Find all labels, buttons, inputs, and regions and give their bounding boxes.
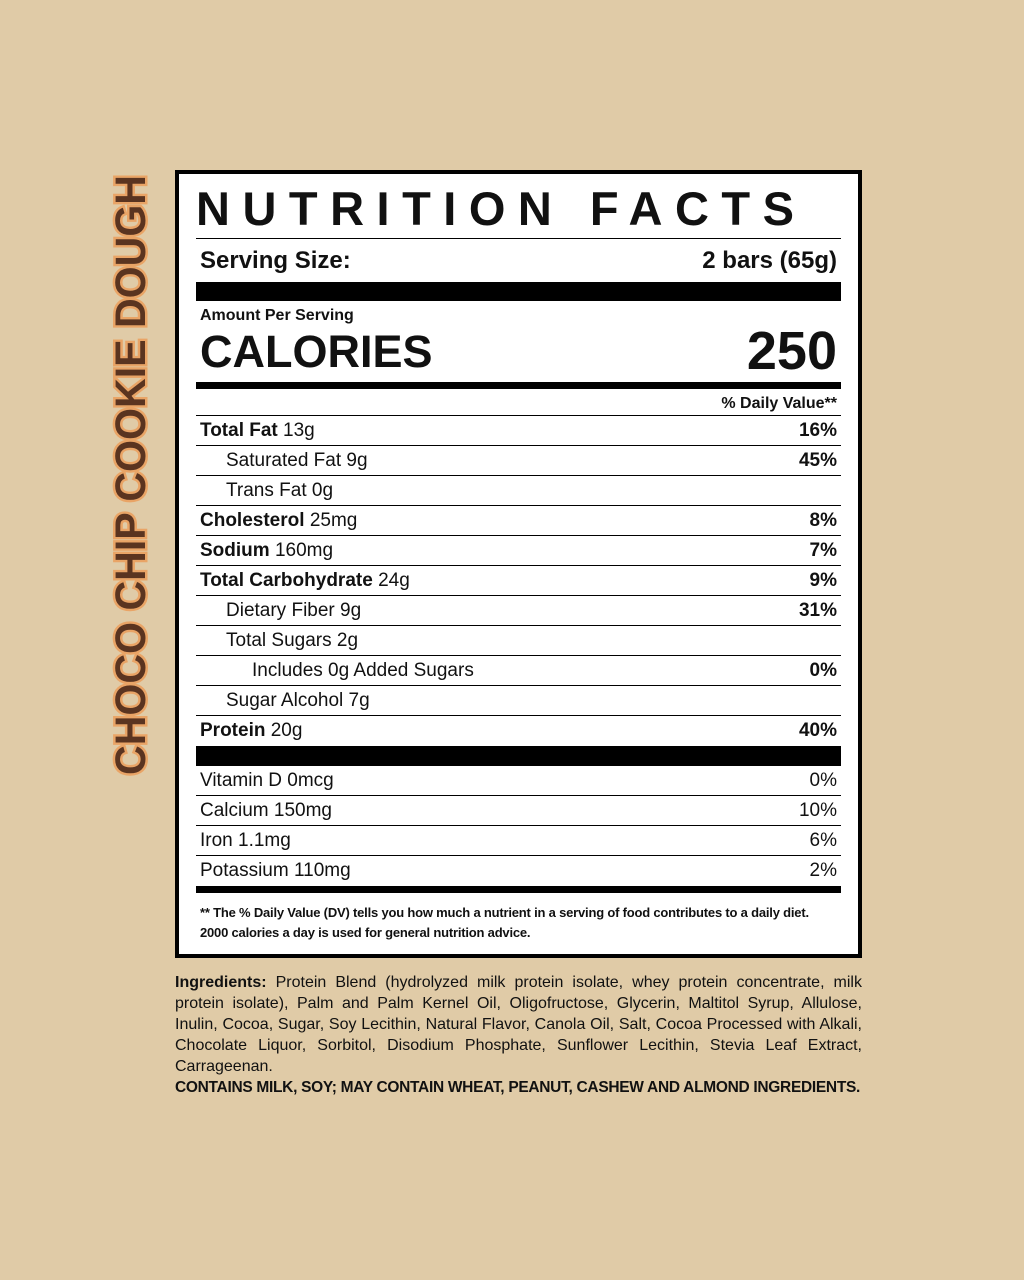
daily-value: 2% <box>809 860 837 881</box>
ingredients-text-block: Ingredients: Protein Blend (hydrolyzed m… <box>175 972 862 1077</box>
nutrient-name: Saturated Fat 9g <box>226 449 368 471</box>
nutrient-name: Cholesterol <box>200 509 305 531</box>
nutrient-amount: 160mg <box>274 539 334 561</box>
nutrient-text: Trans Fat 0g <box>200 480 333 502</box>
daily-value: 7% <box>809 539 837 561</box>
daily-value: 10% <box>798 799 837 821</box>
daily-value: 31% <box>798 599 837 621</box>
vitamin-name: Vitamin D 0mcg <box>200 769 334 791</box>
footnote: ** The % Daily Value (DV) tells you how … <box>196 893 841 943</box>
divider <box>196 746 841 766</box>
ingredients-label: Ingredients: <box>175 974 267 991</box>
daily-value: 45% <box>798 449 837 471</box>
side-label: CHOCO CHIP COOKIE DOUGH <box>105 173 158 778</box>
daily-value: 0% <box>809 769 837 791</box>
calories-value: 250 <box>746 321 837 381</box>
nutrient-name: Dietary Fiber 9g <box>226 599 362 621</box>
nutrient-name: Total Carbohydrate <box>200 569 373 591</box>
serving-value: 2 bars (65g) <box>702 246 837 274</box>
nutrient-text: Sodium 160mg <box>200 540 333 562</box>
nutrient-name: Trans Fat 0g <box>226 479 334 501</box>
label-title: NUTRITION FACTS <box>196 174 841 239</box>
daily-value: 6% <box>809 829 837 851</box>
serving-row: Serving Size: 2 bars (65g) <box>196 239 841 282</box>
nutrient-text: Total Sugars 2g <box>200 630 358 652</box>
nutrient-row: Total Sugars 2g <box>196 626 841 656</box>
vitamin-row: Vitamin D 0mcg 0% <box>196 766 841 796</box>
vitamin-row: Iron 1.1mg 6% <box>196 826 841 856</box>
ingredients: Ingredients: Protein Blend (hydrolyzed m… <box>175 972 862 1098</box>
nutrient-text: Protein 20g <box>200 720 302 742</box>
daily-value: 16% <box>798 419 837 441</box>
vitamin-row: Potassium 110mg 2% <box>196 856 841 886</box>
nutrient-amount: 24g <box>378 569 410 591</box>
serving-label: Serving Size: <box>200 246 351 274</box>
daily-value: 8% <box>809 509 837 531</box>
nutrient-amount: 20g <box>270 720 303 741</box>
nutrient-text: Includes 0g Added Sugars <box>200 660 474 682</box>
nutrient-row: Includes 0g Added Sugars 0% <box>196 656 841 686</box>
nutrient-name: Total Fat <box>200 419 278 441</box>
nutrient-name: Sugar Alcohol 7g <box>226 689 370 711</box>
nutrient-row: Protein 20g 40% <box>196 716 841 746</box>
nutrient-row: Dietary Fiber 9g 31% <box>196 596 841 626</box>
nutrient-list: Total Fat 13g 16% Saturated Fat 9g 45% Trans… <box>196 416 841 746</box>
nutrient-row: Sodium 160mg 7% <box>196 536 841 566</box>
nutrient-row: Trans Fat 0g <box>196 476 841 506</box>
flavor-name: CHOCO CHIP COOKIE DOUGH <box>107 175 155 775</box>
vitamin-name: Calcium 150mg <box>200 799 332 821</box>
vitamin-name: Potassium 110mg <box>200 860 351 881</box>
ingredients-text: Protein Blend (hydrolyzed milk protein i… <box>175 974 862 1075</box>
nutrient-text: Sugar Alcohol 7g <box>200 690 370 712</box>
nutrient-name: Includes 0g Added Sugars <box>252 659 474 681</box>
vitamin-name: Iron 1.1mg <box>200 829 291 851</box>
calories-label: CALORIES <box>200 326 433 377</box>
nutrient-row: Total Carbohydrate 24g 9% <box>196 566 841 596</box>
daily-value: 9% <box>809 569 837 591</box>
dv-header: % Daily Value** <box>196 389 841 416</box>
nutrient-text: Total Carbohydrate 24g <box>200 570 410 592</box>
calories-block: Amount Per Serving CALORIES 250 <box>196 301 841 382</box>
nutrient-row: Sugar Alcohol 7g <box>196 686 841 716</box>
nutrient-amount: 25mg <box>309 509 358 531</box>
nutrient-text: Dietary Fiber 9g <box>200 600 361 622</box>
nutrient-row: Cholesterol 25mg 8% <box>196 506 841 536</box>
nutrient-text: Total Fat 13g <box>200 420 315 442</box>
divider <box>196 282 841 301</box>
nutrient-name: Protein <box>200 720 266 741</box>
daily-value: 40% <box>798 720 837 741</box>
nutrient-row: Saturated Fat 9g 45% <box>196 446 841 476</box>
daily-value: 0% <box>809 659 837 681</box>
nutrient-text: Cholesterol 25mg <box>200 510 357 532</box>
nutrient-row: Total Fat 13g 16% <box>196 416 841 446</box>
allergens: CONTAINS MILK, SOY; MAY CONTAIN WHEAT, P… <box>175 1079 861 1096</box>
vitamin-list: Vitamin D 0mcg 0% Calcium 150mg 10% Iron 1.1… <box>196 766 841 886</box>
nutrient-name: Sodium <box>200 539 270 561</box>
footnote-line: ** The % Daily Value (DV) tells you how … <box>200 905 809 920</box>
nutrient-text: Saturated Fat 9g <box>200 450 368 472</box>
divider <box>196 886 841 893</box>
vitamin-row: Calcium 150mg 10% <box>196 796 841 826</box>
nutrition-label: NUTRITION FACTS Serving Size: 2 bars (65… <box>175 170 862 958</box>
nutrient-name: Total Sugars 2g <box>226 629 359 651</box>
divider <box>196 382 841 389</box>
footnote-line: 2000 calories a day is used for general … <box>200 925 531 940</box>
amount-label: Amount Per Serving <box>200 307 354 324</box>
nutrient-amount: 13g <box>283 419 315 441</box>
